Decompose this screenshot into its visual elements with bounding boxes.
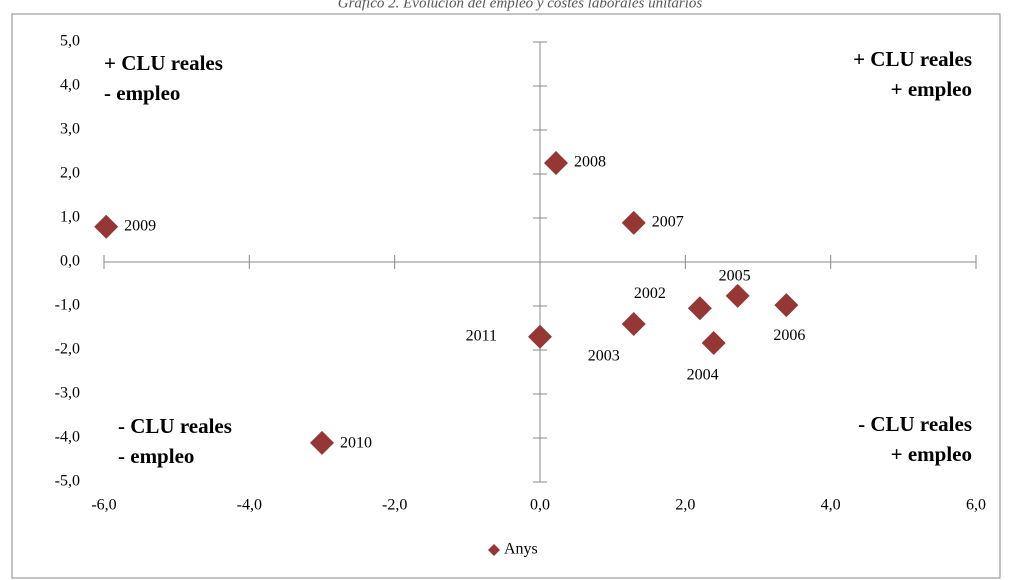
y-tick-label: 3,0 [60,121,80,138]
quadrant-annotation: - empleo [104,81,180,105]
point [310,430,334,455]
quadrant-annotation: + CLU reales [104,51,223,75]
y-tick-label: -1,0 [55,297,80,314]
y-tick-label: -5,0 [55,473,80,490]
quadrant-annotation: + CLU reales [853,47,972,71]
point-label: 2009 [124,217,156,234]
x-tick-label: 6,0 [966,497,986,514]
point [687,296,712,321]
quadrant-annotation: - empleo [118,444,194,468]
legend-label: Anys [504,541,538,558]
y-tick-label: -3,0 [55,385,80,402]
point [774,293,799,318]
y-tick-label: -4,0 [55,429,80,446]
y-tick-label: 0,0 [60,253,80,270]
point [94,214,119,239]
legend-marker [488,544,500,556]
point [543,151,568,175]
point-label: 2003 [588,348,620,365]
chart-title: Gráfico 2. Evolución del empleo y costes… [338,0,703,11]
y-tick-label: 1,0 [60,209,80,226]
point-label: 2008 [574,154,606,171]
point-label: 2011 [466,327,497,344]
point [701,330,726,355]
x-tick-label: -6,0 [91,497,116,514]
y-tick-label: 5,0 [60,33,80,50]
point [621,210,646,235]
y-tick-label: 4,0 [60,77,80,94]
x-tick-label: -4,0 [237,497,262,514]
point [621,312,646,337]
point-label: 2002 [634,285,666,302]
y-tick-label: -2,0 [55,341,80,358]
x-tick-label: 2,0 [675,497,695,514]
point [528,324,552,349]
point-label: 2005 [719,268,751,285]
x-tick-label: 0,0 [530,497,550,514]
point-label: 2006 [773,327,805,344]
quadrant-annotation: + empleo [891,77,972,101]
point-label: 2010 [340,435,372,452]
point-label: 2004 [687,367,719,384]
quadrant-annotation: - CLU reales [118,414,232,438]
point [725,283,750,308]
x-tick-label: -2,0 [382,497,407,514]
point-label: 2007 [652,214,684,231]
quadrant-annotation: - CLU reales [858,412,972,436]
y-tick-label: 2,0 [60,165,80,182]
x-tick-label: 4,0 [821,497,841,514]
quadrant-annotation: + empleo [891,442,972,466]
chart-border [11,13,1001,579]
